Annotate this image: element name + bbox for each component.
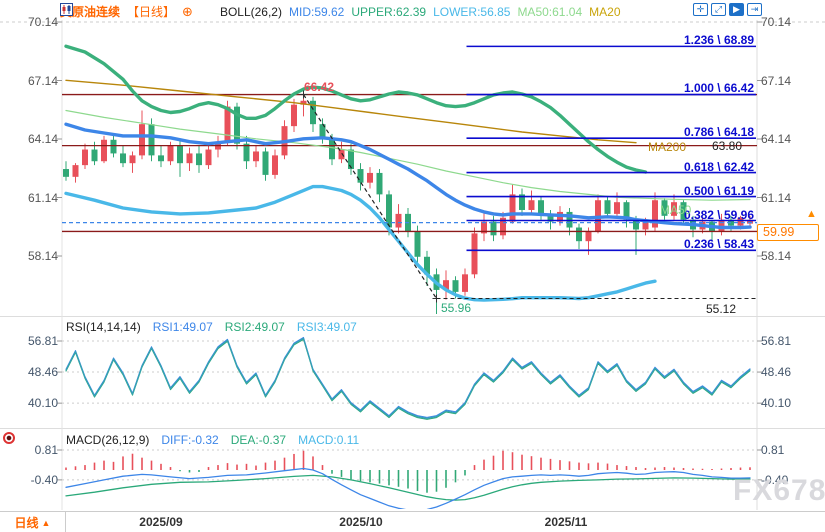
x-axis-date: 2025/11: [544, 515, 588, 529]
y-axis-label: 64.14: [27, 132, 58, 146]
x-axis-date: 2025/09: [139, 515, 183, 529]
macd-dea-value: DEA:-0.37: [230, 433, 287, 447]
fib-label: 0.236 \ 58.43: [683, 237, 754, 251]
ma200-chart-label: MA200: [648, 140, 687, 154]
tab-daily-label: 日线: [14, 516, 39, 530]
y-axis-label: 61.14: [27, 191, 58, 205]
ma50-chart-label: MA50: [660, 203, 692, 217]
y-axis-label: 64.14: [761, 132, 792, 146]
price-up-arrow-icon: ▲: [806, 208, 817, 220]
ma50-value: MA50:61.04: [517, 4, 583, 19]
tab-arrow-icon: ▲: [41, 517, 51, 528]
level-label-6380: 63.80: [712, 139, 743, 153]
macd-diff-value: DIFF:-0.32: [161, 433, 219, 447]
rsi-axis-label: 40.10: [27, 396, 58, 410]
rsi-axis-label: 40.10: [761, 396, 792, 410]
rsi-axis-label: 56.81: [761, 334, 792, 348]
peak-price-label: 66.42: [304, 80, 335, 94]
fib-label: 1.236 \ 68.89: [683, 33, 754, 47]
ma20-label: MA20: [589, 4, 621, 19]
fib-label: 0.382 \ 59.96: [683, 208, 754, 222]
fib-label: 0.618 \ 62.42: [683, 160, 754, 174]
fib-label: 1.000 \ 66.42: [683, 81, 754, 95]
tab-daily[interactable]: 日线 ▲: [0, 512, 66, 532]
macd-header: MACD(26,12,9) DIFF:-0.32 DEA:-0.37 MACD:…: [66, 433, 359, 447]
rsi-axis-label: 56.81: [27, 334, 58, 348]
boll-lower-value: LOWER:56.85: [433, 4, 511, 19]
y-axis-label: 58.14: [761, 249, 792, 263]
swing-low-label: 55.96: [441, 301, 472, 315]
rsi2-value: RSI2:49.07: [224, 320, 285, 334]
fx678-watermark: FX678: [733, 474, 825, 507]
macd-axis-label: 0.81: [34, 443, 58, 457]
macd-axis-label: -0.40: [30, 473, 58, 487]
rsi3-value: RSI3:49.07: [296, 320, 357, 334]
bottom-level-label: 55.12: [706, 302, 737, 316]
chart-header: 美原油连续 【日线】 ⊕ BOLL(26,2) MID:59.62 UPPER:…: [60, 3, 621, 20]
time-axis-bar: 日线 ▲ 2025/09 2025/10 2025/11: [0, 511, 825, 532]
drawing-tool-target-icon[interactable]: [3, 432, 15, 444]
rsi-header: RSI(14,14,14) RSI1:49.07 RSI2:49.07 RSI3…: [66, 320, 357, 334]
y-axis-label: 67.14: [761, 74, 792, 88]
symbol-name[interactable]: 美原油连续: [60, 5, 121, 19]
macd-hist-value: MACD:0.11: [298, 433, 360, 447]
rsi-axis-label: 48.46: [761, 365, 792, 379]
boll-mid-value: MID:59.62: [288, 4, 345, 19]
rsi-indicator-name[interactable]: RSI(14,14,14): [66, 320, 141, 334]
fib-label: 0.500 \ 61.19: [683, 184, 754, 198]
rsi1-value: RSI1:49.07: [152, 320, 213, 334]
y-axis-label: 58.14: [27, 249, 58, 263]
macd-axis-label: 0.81: [761, 443, 785, 457]
kline-icon[interactable]: [60, 3, 213, 18]
x-axis-date: 2025/10: [339, 515, 383, 529]
period-tag: 【日线】: [127, 5, 176, 19]
y-axis-label: 67.14: [27, 74, 58, 88]
pan-icon[interactable]: ✛: [693, 3, 708, 16]
play-forward-icon[interactable]: ▶: [729, 3, 744, 16]
zoom-range-icon[interactable]: ⤢: [711, 3, 726, 16]
y-axis-label: 61.14: [761, 191, 792, 205]
goto-latest-icon[interactable]: ⇥: [747, 3, 762, 16]
y-axis-label: 70.14: [761, 15, 792, 29]
indicator-name[interactable]: BOLL(26,2): [219, 4, 282, 19]
rsi-axis-label: 48.46: [27, 365, 58, 379]
boll-upper-value: UPPER:62.39: [351, 4, 427, 19]
macd-indicator-name[interactable]: MACD(26,12,9): [66, 433, 150, 447]
last-price-tag: 59.99: [757, 224, 819, 241]
fib-label: 0.786 \ 64.18: [683, 125, 754, 139]
add-indicator-icon[interactable]: ⊕: [182, 3, 193, 19]
chart-toolbar: ✛ ⤢ ▶ ⇥: [690, 3, 762, 16]
y-axis-label: 70.14: [27, 15, 58, 29]
macd-axis-label: -0.40: [761, 473, 789, 487]
